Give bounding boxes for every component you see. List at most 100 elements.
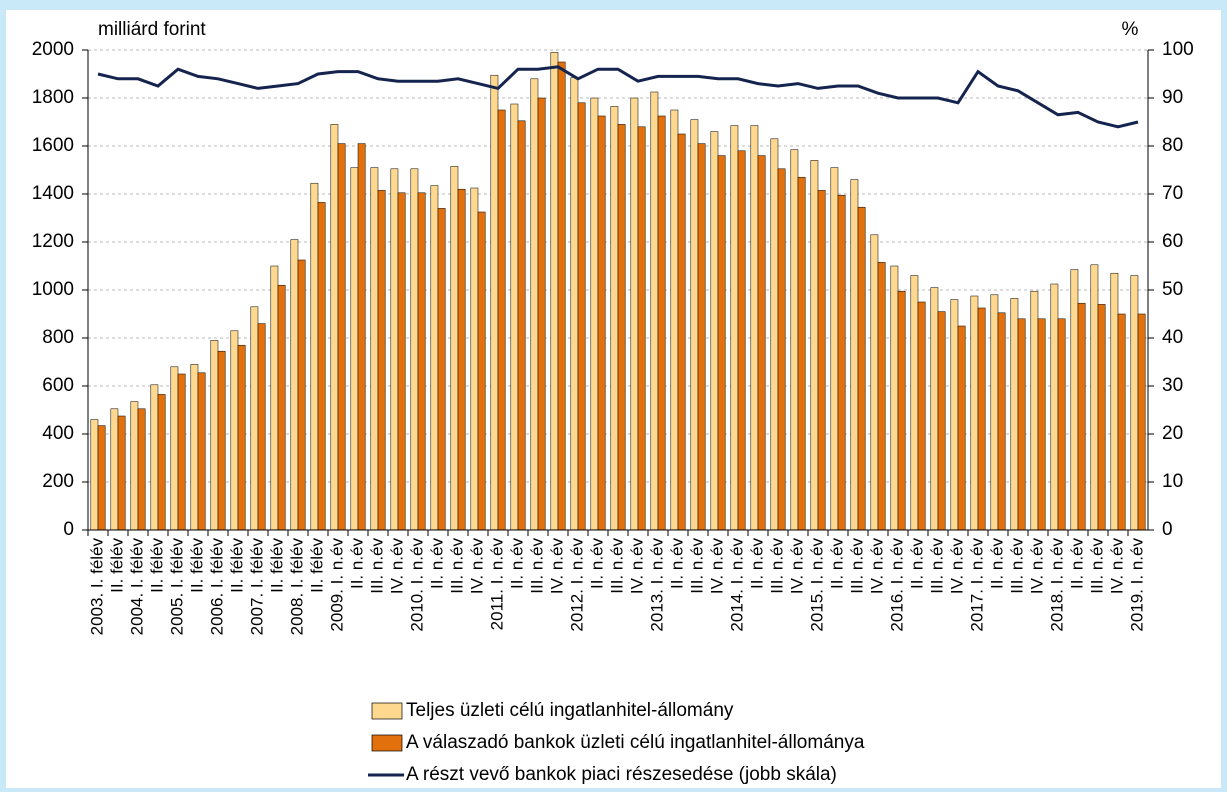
x-tick-label: IV. n.év <box>627 538 646 595</box>
bar <box>297 259 306 531</box>
y-tick-label: 1200 <box>32 231 74 252</box>
bar <box>457 188 466 531</box>
x-tick-label: IV. n.év <box>867 538 886 595</box>
x-tick-label: 2019. I. n.év <box>1127 538 1146 632</box>
bar <box>557 61 566 531</box>
x-tick-label: 2009. I. n.év <box>327 538 346 632</box>
legend-label: Teljes üzleti célú ingatlanhitel-állomán… <box>406 700 734 721</box>
x-tick-label: 2014. I. n.év <box>727 538 746 632</box>
bar <box>317 202 326 531</box>
x-tick-label: II. félév <box>307 538 326 593</box>
y-tick-label: 1600 <box>32 135 74 156</box>
legend-swatch <box>371 734 403 752</box>
y2-tick-label: 70 <box>1162 183 1183 204</box>
x-tick-label: 2012. I. n.év <box>567 538 586 632</box>
bar <box>350 167 359 531</box>
x-tick-label: III. n.év <box>927 538 946 594</box>
bar <box>310 182 319 531</box>
bar <box>117 415 126 531</box>
y2-tick-label: 0 <box>1162 519 1173 540</box>
bar <box>1030 290 1039 531</box>
bar <box>210 340 219 531</box>
x-tick-label: II. félév <box>187 538 206 593</box>
bar <box>137 408 146 531</box>
bar <box>877 262 886 531</box>
bar <box>277 284 286 531</box>
bar <box>550 52 559 531</box>
x-tick-label: 2006. I. félév <box>207 538 226 636</box>
y2-tick-label: 80 <box>1162 135 1183 156</box>
bar <box>1137 313 1146 531</box>
bar <box>970 295 979 531</box>
bar <box>130 401 139 531</box>
bar <box>590 97 599 531</box>
bar <box>670 109 679 531</box>
x-tick-label: IV. n.év <box>467 538 486 595</box>
bar <box>197 372 206 531</box>
bar <box>1037 318 1046 531</box>
x-tick-label: IV. n.év <box>1027 538 1046 595</box>
bar <box>910 275 919 531</box>
bar <box>337 143 346 531</box>
x-tick-label: III. n.év <box>1007 538 1026 594</box>
x-tick-label: IV. n.év <box>1107 538 1126 595</box>
x-tick-label: III. n.év <box>1087 538 1106 594</box>
bar <box>730 125 739 531</box>
bar <box>777 168 786 531</box>
y-tick-label: 2000 <box>32 39 74 60</box>
y-tick-label: 0 <box>63 519 74 540</box>
y-tick-label: 1000 <box>32 279 74 300</box>
bar <box>377 190 386 531</box>
x-tick-label: 2017. I. n.év <box>967 538 986 632</box>
x-tick-label: 2007. I. félév <box>247 538 266 636</box>
x-tick-label: 2013. I. n.év <box>647 538 666 632</box>
bar <box>677 133 686 531</box>
bar <box>837 194 846 531</box>
bar <box>1057 318 1066 531</box>
x-tick-label: II. n.év <box>667 538 686 590</box>
x-tick-label: III. n.év <box>767 538 786 594</box>
bar <box>690 119 699 531</box>
bar <box>757 155 766 531</box>
bar <box>750 125 759 531</box>
x-tick-label: II. n.év <box>1067 538 1086 590</box>
bar <box>397 192 406 531</box>
x-tick-label: IV. n.év <box>787 538 806 595</box>
bar <box>637 126 646 531</box>
bar <box>537 97 546 531</box>
bar <box>957 325 966 531</box>
bar <box>157 394 166 531</box>
bar <box>410 168 419 531</box>
bar <box>990 294 999 531</box>
bar <box>370 167 379 531</box>
x-tick-label: II. n.év <box>827 538 846 590</box>
bar <box>890 265 899 531</box>
bar <box>217 350 226 531</box>
bar <box>830 167 839 531</box>
bar <box>997 312 1006 531</box>
x-tick-label: IV. n.év <box>707 538 726 595</box>
bar <box>230 330 239 531</box>
bar <box>437 208 446 531</box>
x-tick-label: 2018. I. n.év <box>1047 538 1066 632</box>
bar <box>470 187 479 531</box>
bar <box>497 109 506 531</box>
y2-tick-label: 60 <box>1162 231 1183 252</box>
x-tick-label: III. n.év <box>687 538 706 594</box>
bar <box>510 103 519 531</box>
y2-tick-label: 40 <box>1162 327 1183 348</box>
bar <box>790 149 799 531</box>
bar <box>937 311 946 531</box>
x-tick-label: 2003. I. félév <box>87 538 106 636</box>
y-tick-label: 1400 <box>32 183 74 204</box>
bar <box>430 185 439 531</box>
bar <box>530 78 539 531</box>
bar <box>630 97 639 531</box>
x-tick-label: 2008. I. félév <box>287 538 306 636</box>
x-tick-label: II. n.év <box>347 538 366 590</box>
bar <box>1110 272 1119 531</box>
bar <box>517 120 526 531</box>
x-tick-label: II. n.év <box>987 538 1006 590</box>
bar <box>897 290 906 531</box>
